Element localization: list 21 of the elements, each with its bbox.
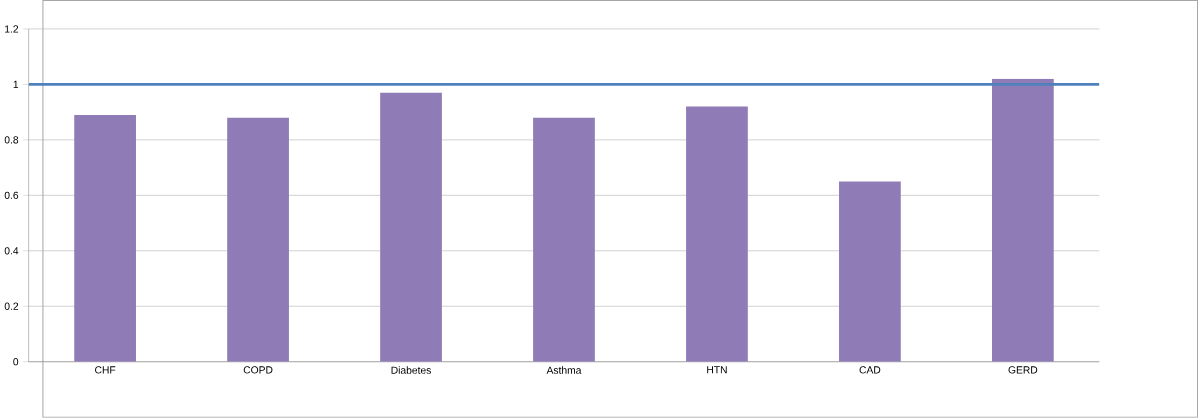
x-tick-label: Asthma: [546, 366, 582, 374]
y-tick-label: 0.4: [4, 247, 19, 255]
x-tick-label: HTN: [707, 366, 727, 374]
bar: [991, 79, 1054, 362]
bar: [839, 181, 901, 362]
y-tick-label: 0: [13, 358, 19, 366]
y-tick-label: 1.2: [5, 25, 19, 33]
x-tick-label: CAD: [859, 366, 881, 374]
y-tick-label: 1: [13, 81, 19, 89]
x-tick-label: GERD: [1008, 366, 1038, 374]
x-tick-label: Diabetes: [391, 366, 431, 374]
bar: [227, 117, 289, 362]
bar: [686, 106, 748, 362]
y-tick-label: 0.6: [4, 191, 19, 200]
bar: [74, 115, 136, 362]
x-tick-label: COPD: [243, 366, 273, 374]
x-tick-label: CHF: [95, 366, 116, 374]
y-tick-label: 0.2: [4, 302, 19, 311]
bar: [380, 92, 442, 362]
y-tick-label: 0.8: [4, 136, 19, 144]
bar: [533, 117, 595, 362]
